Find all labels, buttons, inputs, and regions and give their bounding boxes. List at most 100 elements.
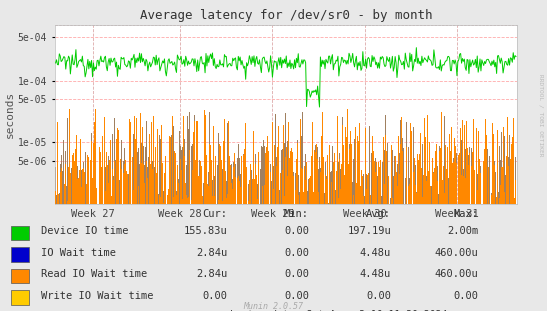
- Bar: [290, 157, 292, 311]
- Bar: [286, 177, 287, 311]
- Bar: [332, 146, 333, 311]
- Bar: [497, 130, 498, 311]
- Bar: [183, 226, 184, 311]
- Bar: [328, 203, 329, 311]
- Bar: [355, 187, 356, 311]
- Bar: [59, 193, 60, 311]
- Bar: [260, 211, 261, 311]
- Bar: [503, 198, 504, 311]
- Bar: [323, 185, 324, 311]
- Bar: [71, 207, 72, 311]
- Bar: [247, 239, 248, 311]
- Bar: [119, 180, 120, 311]
- Bar: [304, 198, 305, 311]
- Bar: [100, 152, 101, 311]
- Bar: [71, 168, 72, 311]
- Bar: [217, 165, 218, 311]
- Bar: [369, 288, 370, 311]
- Bar: [269, 223, 270, 311]
- Bar: [102, 183, 103, 311]
- Bar: [78, 178, 79, 311]
- Bar: [270, 165, 271, 311]
- Bar: [299, 192, 300, 311]
- Bar: [96, 188, 97, 311]
- Bar: [11, 247, 29, 262]
- Bar: [359, 197, 360, 311]
- Bar: [373, 202, 374, 311]
- Bar: [499, 198, 500, 311]
- Bar: [112, 169, 113, 311]
- Bar: [430, 186, 432, 311]
- Bar: [490, 204, 491, 311]
- Bar: [304, 166, 305, 311]
- Bar: [229, 197, 230, 311]
- Bar: [136, 118, 137, 311]
- Text: Avg:: Avg:: [366, 209, 391, 219]
- Bar: [60, 164, 61, 311]
- Bar: [264, 185, 265, 311]
- Text: Last update: Sat Aug  3 10:11:30 2024: Last update: Sat Aug 3 10:11:30 2024: [230, 310, 448, 311]
- Bar: [295, 174, 296, 311]
- Bar: [153, 116, 154, 311]
- Bar: [113, 179, 114, 311]
- Bar: [467, 148, 468, 311]
- Bar: [395, 213, 397, 311]
- Bar: [367, 174, 368, 311]
- Bar: [219, 205, 220, 311]
- Bar: [168, 147, 170, 311]
- Bar: [380, 249, 381, 311]
- Bar: [337, 116, 339, 311]
- Bar: [494, 165, 495, 311]
- Bar: [481, 204, 482, 311]
- Bar: [179, 235, 180, 311]
- Bar: [241, 156, 242, 311]
- Bar: [234, 234, 235, 311]
- Bar: [451, 127, 452, 311]
- Bar: [187, 116, 188, 311]
- Bar: [261, 211, 262, 311]
- Bar: [371, 136, 373, 311]
- Bar: [510, 159, 511, 311]
- Bar: [285, 157, 286, 311]
- Bar: [438, 226, 439, 311]
- Bar: [110, 276, 112, 311]
- Bar: [453, 138, 455, 311]
- Bar: [288, 122, 289, 311]
- Bar: [409, 163, 410, 311]
- Bar: [273, 189, 274, 311]
- Bar: [265, 189, 266, 311]
- Bar: [272, 122, 273, 311]
- Bar: [81, 187, 82, 311]
- Bar: [487, 224, 488, 311]
- Bar: [292, 151, 293, 311]
- Bar: [191, 144, 193, 311]
- Text: 0.00: 0.00: [453, 291, 479, 301]
- Bar: [386, 228, 387, 311]
- Bar: [498, 241, 499, 311]
- Bar: [104, 211, 105, 311]
- Bar: [325, 162, 327, 311]
- Bar: [119, 242, 120, 311]
- Bar: [178, 179, 179, 311]
- Bar: [300, 186, 301, 311]
- Bar: [327, 155, 328, 311]
- Bar: [486, 135, 487, 311]
- Bar: [507, 233, 508, 311]
- Bar: [357, 164, 358, 311]
- Bar: [173, 126, 174, 311]
- Bar: [82, 169, 83, 311]
- Bar: [414, 158, 415, 311]
- Bar: [189, 150, 190, 311]
- Bar: [215, 156, 216, 311]
- Bar: [201, 170, 202, 311]
- Bar: [438, 194, 439, 311]
- Bar: [420, 132, 421, 311]
- Bar: [267, 182, 268, 311]
- Bar: [356, 183, 357, 311]
- Bar: [176, 195, 177, 311]
- Bar: [203, 116, 205, 311]
- Bar: [359, 186, 360, 311]
- Bar: [281, 151, 282, 311]
- Bar: [180, 146, 181, 311]
- Bar: [360, 158, 362, 311]
